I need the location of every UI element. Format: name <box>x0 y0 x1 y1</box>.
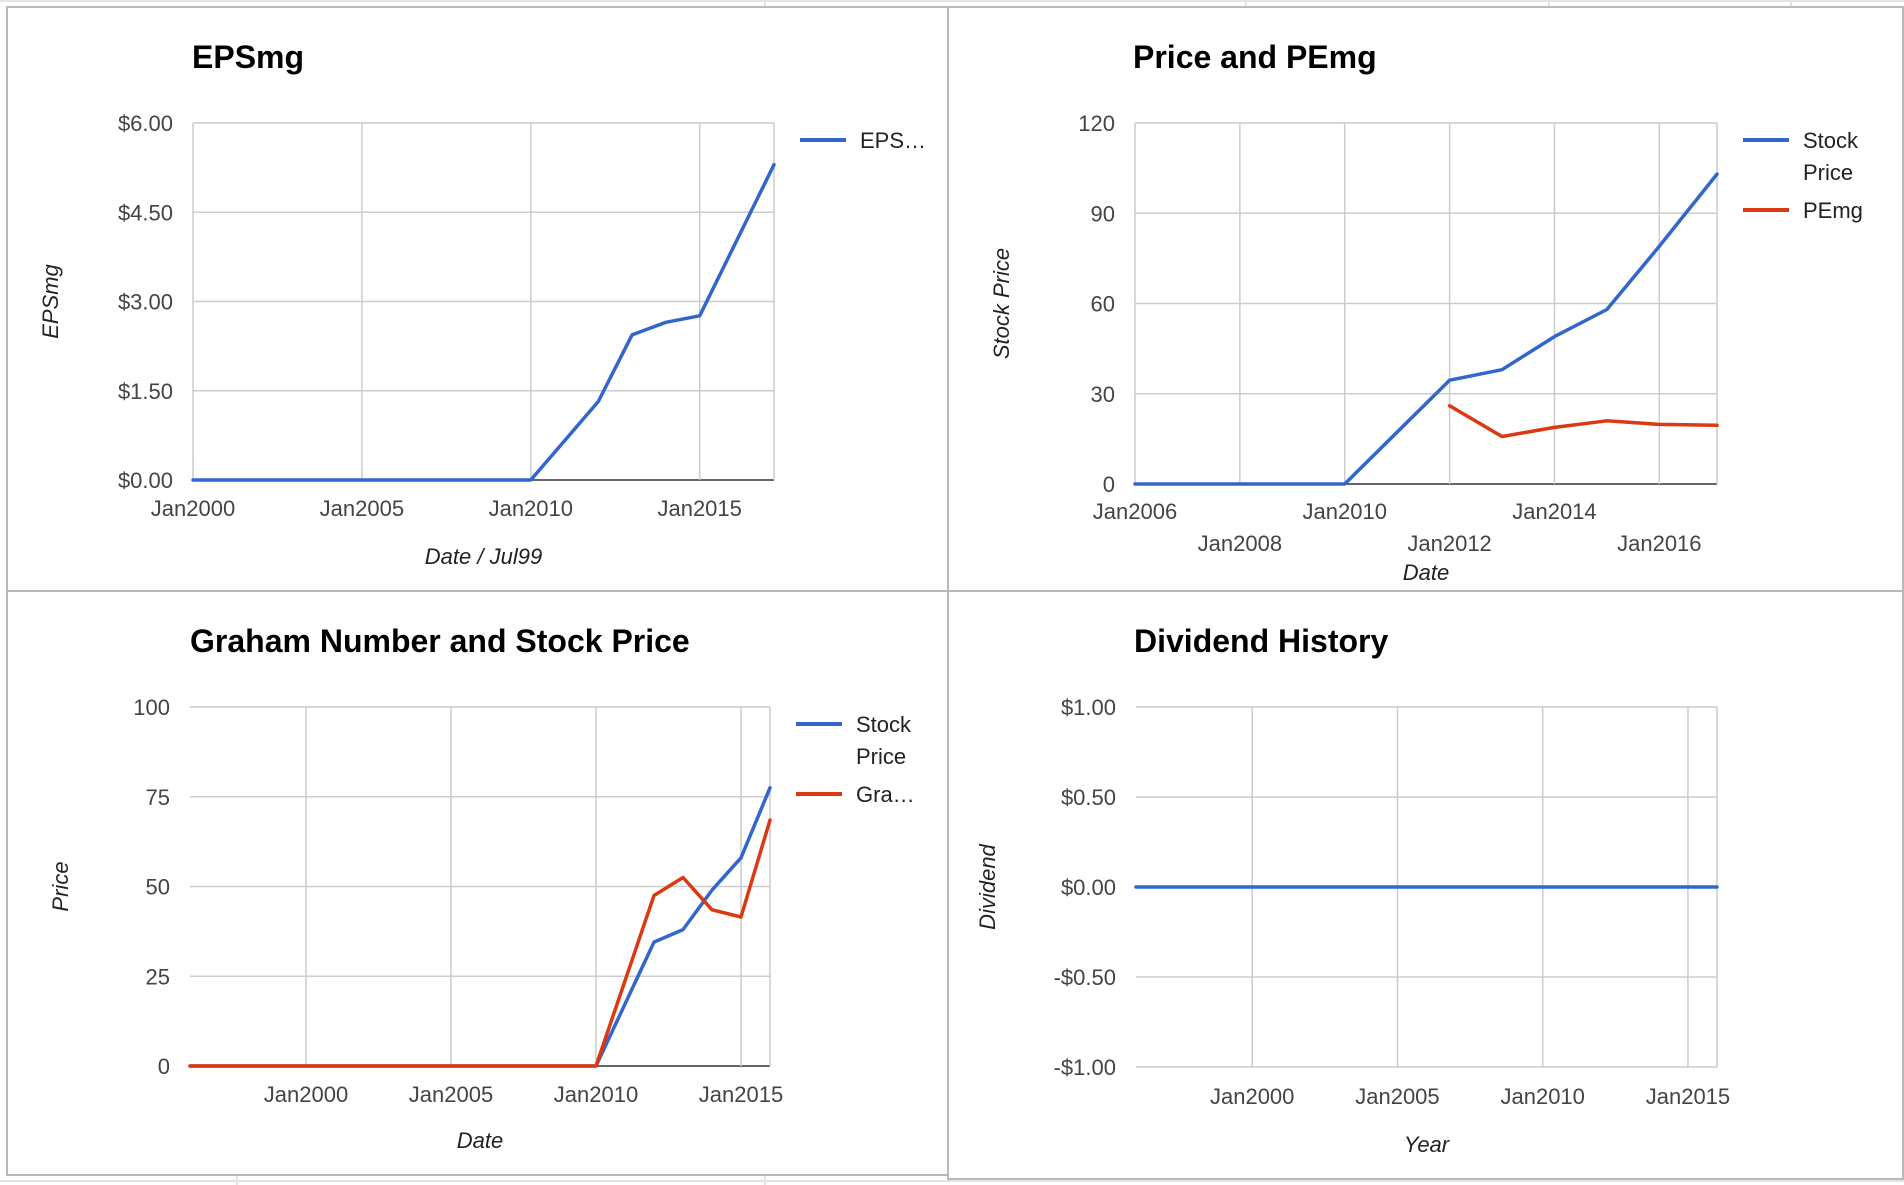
x-tick-label: Jan2005 <box>409 1082 493 1107</box>
x-tick-label: Jan2015 <box>1646 1084 1730 1109</box>
legend-label: EPS… <box>860 128 926 153</box>
x-tick-label: Jan2015 <box>657 496 741 521</box>
x-tick-label: Jan2005 <box>1355 1084 1439 1109</box>
y-tick-label: 100 <box>133 695 170 720</box>
x-tick-label: Jan2010 <box>1500 1084 1584 1109</box>
chart-panel-price-pe[interactable]: Price and PEmg 0 30 60 90 120 Jan2006 Jan2008 Ja… <box>947 6 1904 592</box>
y-axis-title: Dividend <box>975 843 1000 929</box>
legend-label: Price <box>856 744 906 769</box>
y-tick-label: $0.50 <box>1061 785 1116 810</box>
y-tick-label: $4.50 <box>118 200 173 225</box>
x-axis-title: Date <box>1403 560 1449 585</box>
x-tick-label: Jan2010 <box>1303 499 1387 524</box>
chart-title: EPSmg <box>192 39 304 75</box>
y-tick-label: $6.00 <box>118 111 173 136</box>
x-tick-label: Jan2014 <box>1512 499 1596 524</box>
legend-label: Stock <box>1803 128 1859 153</box>
series-line-blue <box>191 162 776 482</box>
y-tick-label: 90 <box>1091 201 1115 226</box>
graham-chart: Graham Number and Stock Price 0 25 50 75 100 J… <box>48 623 915 1153</box>
chart-title: Graham Number and Stock Price <box>190 623 690 659</box>
y-tick-label: $3.00 <box>118 290 173 315</box>
sheet-gridline <box>764 0 766 6</box>
y-tick-label: $1.00 <box>1061 695 1116 720</box>
y-tick-label: $0.00 <box>1061 875 1116 900</box>
sheet-gridline <box>0 0 1904 2</box>
x-tick-label: Jan2008 <box>1198 531 1282 556</box>
y-tick-label: 60 <box>1091 292 1115 317</box>
x-tick-label: Jan2010 <box>489 496 573 521</box>
legend-label: Price <box>1803 160 1853 185</box>
sheet-gridline <box>1245 0 1247 6</box>
x-tick-label: Jan2000 <box>1210 1084 1294 1109</box>
sheet-gridline <box>1548 0 1550 6</box>
x-axis-title: Year <box>1404 1132 1451 1157</box>
chart-title: Dividend History <box>1134 623 1388 659</box>
x-axis-title: Date / Jul99 <box>425 544 542 569</box>
legend-label: PEmg <box>1803 198 1863 223</box>
x-tick-label: Jan2005 <box>320 496 404 521</box>
chart-panel-dividend[interactable]: Dividend History -$1.00 -$0.50 $0.00 $0.50 $1… <box>947 590 1904 1180</box>
y-tick-label: 75 <box>146 785 170 810</box>
y-tick-label: 120 <box>1078 111 1115 136</box>
y-tick-label: -$1.00 <box>1054 1055 1116 1080</box>
x-tick-label: Jan2016 <box>1617 531 1701 556</box>
y-tick-label: 25 <box>146 964 170 989</box>
legend-label: Gra… <box>856 782 915 807</box>
sheet-gridline <box>236 1176 238 1185</box>
y-tick-label: 0 <box>1103 472 1115 497</box>
chart-panel-eps[interactable]: EPSmg $0.00 $1.50 $3.00 $4.50 $6.00 Jan2000 Jan… <box>6 6 949 592</box>
x-tick-label: Jan2015 <box>699 1082 783 1107</box>
x-axis-title: Date <box>457 1128 503 1153</box>
chart-panel-graham[interactable]: Graham Number and Stock Price 0 25 50 75 100 J… <box>6 590 949 1176</box>
x-tick-label: Jan2006 <box>1093 499 1177 524</box>
y-tick-label: 30 <box>1091 382 1115 407</box>
price-pe-chart: Price and PEmg 0 30 60 90 120 Jan2006 Jan2008 Ja… <box>989 39 1863 585</box>
y-axis-title: Price <box>48 861 73 911</box>
chart-title: Price and PEmg <box>1133 39 1377 75</box>
x-tick-label: Jan2000 <box>151 496 235 521</box>
sheet-gridline <box>0 1180 1904 1182</box>
y-axis-title: EPSmg <box>38 263 63 338</box>
sheet-gridline <box>1790 0 1792 6</box>
y-axis-title: Stock Price <box>989 248 1014 359</box>
y-tick-label: -$0.50 <box>1054 965 1116 990</box>
series-line-blue <box>1133 172 1719 486</box>
series-line-red <box>1447 404 1719 439</box>
y-tick-label: $1.50 <box>118 379 173 404</box>
sheet-gridline <box>764 1176 766 1185</box>
y-tick-label: $0.00 <box>118 468 173 493</box>
x-tick-label: Jan2012 <box>1407 531 1491 556</box>
y-tick-label: 0 <box>158 1054 170 1079</box>
series-line-red <box>188 818 772 1068</box>
x-tick-label: Jan2010 <box>554 1082 638 1107</box>
y-tick-label: 50 <box>146 875 170 900</box>
legend-label: Stock <box>856 712 912 737</box>
dividend-chart: Dividend History -$1.00 -$0.50 $0.00 $0.50 $1… <box>975 623 1730 1157</box>
x-tick-label: Jan2000 <box>264 1082 348 1107</box>
eps-chart: EPSmg $0.00 $1.50 $3.00 $4.50 $6.00 Jan2000 Jan… <box>38 39 926 569</box>
series-line-blue <box>188 786 772 1068</box>
